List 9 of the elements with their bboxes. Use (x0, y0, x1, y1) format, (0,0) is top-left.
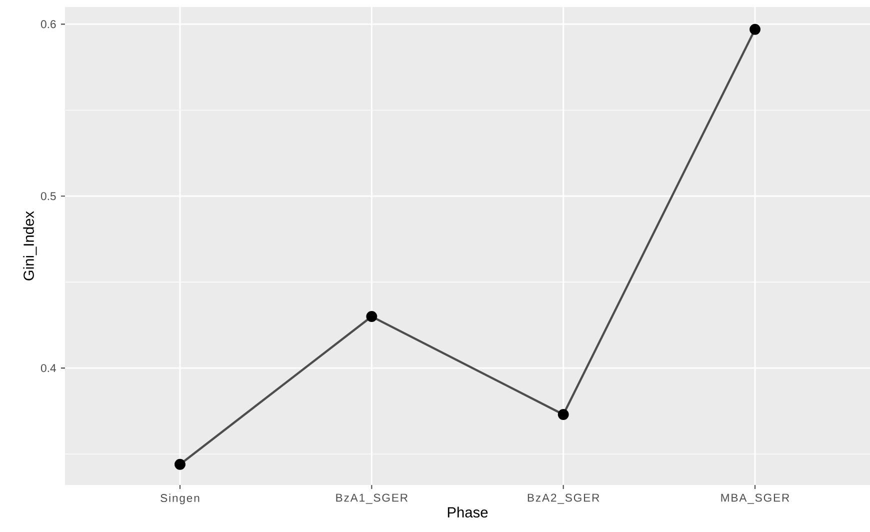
y-tick-label: 0.4 (40, 364, 56, 372)
x-tick-label: MBA_SGER (721, 494, 790, 504)
x-axis-title: Phase (448, 506, 488, 518)
x-tick-label: Singen (160, 494, 200, 504)
y-axis-title: Gini_Index (23, 211, 37, 280)
x-tick-label: BzA2_SGER (528, 494, 600, 504)
y-tick-label: 0.5 (40, 192, 56, 200)
y-tick-label: 0.6 (40, 20, 56, 28)
x-tick-label: BzA1_SGER (336, 494, 408, 504)
